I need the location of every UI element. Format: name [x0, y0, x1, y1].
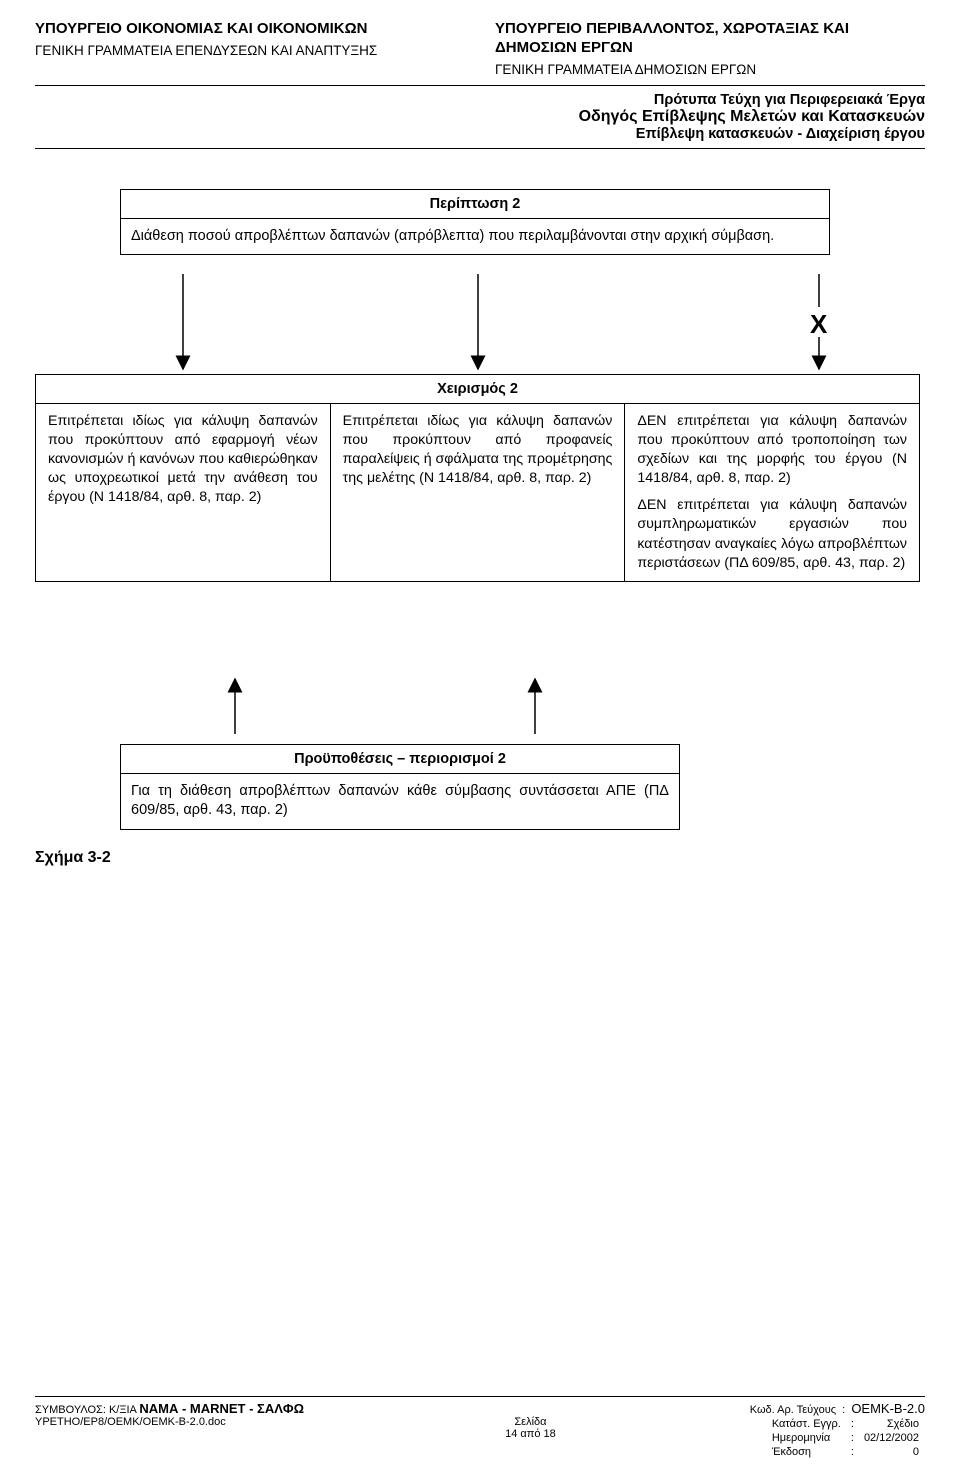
page-number: Σελίδα 14 από 18 — [295, 1416, 766, 1460]
page-footer: ΣΥΜΒΟΥΛΟΣ: Κ/ΞΙΑ ΝΑΜΑ - ΜΑRNET - ΣΑΛΦΩ Κ… — [35, 1396, 925, 1460]
conditions-body: Για τη διάθεση απροβλέπτων δαπανών κάθε … — [121, 774, 679, 829]
page-header: ΥΠΟΥΡΓΕΙΟ ΟΙΚΟΝΟΜΙΑΣ ΚΑΙ ΟΙΚΟΝΟΜΙΚΩΝ ΓΕΝ… — [35, 20, 925, 86]
case-body: Διάθεση ποσού απροβλέπτων δαπανών (απρόβ… — [121, 219, 829, 255]
header-left: ΥΠΟΥΡΓΕΙΟ ΟΙΚΟΝΟΜΙΑΣ ΚΑΙ ΟΙΚΟΝΟΜΙΚΩΝ ΓΕΝ… — [35, 20, 465, 77]
doc-meta-block: Κατάστ. Εγγρ. : Σχέδιο Ημερομηνία : 02/1… — [766, 1416, 925, 1460]
date-value: 02/12/2002 — [860, 1432, 923, 1444]
handling-col2: Επιτρέπεται ιδίως για κάλυψη δαπανών που… — [330, 404, 626, 581]
edition-value: 0 — [860, 1446, 923, 1458]
doc-path: YPΕΤΗΟ/ΕΡ8/ΟΕΜΚ/ΟΕΜΚ-Β-2.0.doc — [35, 1416, 295, 1460]
ministry-right: ΥΠΟΥΡΓΕΙΟ ΠΕΡΙΒΑΛΛΟΝΤΟΣ, ΧΩΡΟΤΑΞΙΑΣ ΚΑΙ … — [495, 20, 925, 58]
consultant-label: ΣΥΜΒΟΥΛΟΣ: Κ/ΞΙΑ — [35, 1404, 136, 1416]
date-label: Ημερομηνία — [768, 1432, 845, 1444]
x-mark-icon: X — [810, 309, 827, 340]
handling-box: Χειρισμός 2 Επιτρέπεται ιδίως για κάλυψη… — [35, 374, 920, 582]
dept-left: ΓΕΝΙΚΗ ΓΡΑΜΜΑΤΕΙΑ ΕΠΕΝΔΥΣΕΩΝ ΚΑΙ ΑΝΑΠΤΥΞ… — [35, 43, 465, 58]
page-label: Σελίδα — [295, 1416, 766, 1428]
ministry-left: ΥΠΟΥΡΓΕΙΟ ΟΙΚΟΝΟΜΙΑΣ ΚΑΙ ΟΙΚΟΝΟΜΙΚΩΝ — [35, 20, 465, 39]
subheader-line1: Πρότυπα Τεύχη για Περιφερειακά Έργα — [35, 92, 925, 108]
subheader: Πρότυπα Τεύχη για Περιφερειακά Έργα Οδηγ… — [35, 92, 925, 149]
subheader-line3: Επίβλεψη κατασκευών - Διαχείριση έργου — [35, 126, 925, 142]
header-right: ΥΠΟΥΡΓΕΙΟ ΠΕΡΙΒΑΛΛΟΝΤΟΣ, ΧΩΡΟΤΑΞΙΑΣ ΚΑΙ … — [495, 20, 925, 77]
conditions-box: Προϋποθέσεις – περιορισμοί 2 Για τη διάθ… — [120, 744, 680, 830]
code-value: ΟΕΜΚ-Β-2.0 — [851, 1401, 925, 1416]
flow-diagram: Περίπτωση 2 Διάθεση ποσού απροβλέπτων δα… — [35, 189, 925, 989]
subheader-line2: Οδηγός Επίβλεψης Μελετών και Κατασκευών — [35, 108, 925, 126]
consultant-name: ΝΑΜΑ - ΜΑRNET - ΣΑΛΦΩ — [139, 1401, 304, 1416]
doc-code: Κωδ. Αρ. Τεύχους : ΟΕΜΚ-Β-2.0 — [750, 1401, 925, 1416]
handling-col3b: ΔΕΝ επιτρέπεται για κάλυψη δαπανών συμπλ… — [637, 496, 907, 573]
handling-col3: ΔΕΝ επιτρέπεται για κάλυψη δαπανών που π… — [625, 404, 919, 581]
handling-col3a: ΔΕΝ επιτρέπεται για κάλυψη δαπανών που π… — [637, 412, 907, 489]
edition-label: Έκδοση — [768, 1446, 845, 1458]
case-title: Περίπτωση 2 — [121, 190, 829, 219]
conditions-title: Προϋποθέσεις – περιορισμοί 2 — [121, 745, 679, 774]
dept-right: ΓΕΝΙΚΗ ΓΡΑΜΜΑΤΕΙΑ ΔΗΜΟΣΙΩΝ ΕΡΓΩΝ — [495, 62, 925, 77]
status-label: Κατάστ. Εγγρ. — [768, 1418, 845, 1430]
status-value: Σχέδιο — [860, 1418, 923, 1430]
consultant-line: ΣΥΜΒΟΥΛΟΣ: Κ/ΞΙΑ ΝΑΜΑ - ΜΑRNET - ΣΑΛΦΩ — [35, 1401, 304, 1416]
code-label: Κωδ. Αρ. Τεύχους — [750, 1404, 836, 1416]
page-value: 14 από 18 — [295, 1428, 766, 1440]
case-box: Περίπτωση 2 Διάθεση ποσού απροβλέπτων δα… — [120, 189, 830, 256]
figure-label: Σχήμα 3-2 — [35, 849, 111, 867]
handling-title: Χειρισμός 2 — [36, 375, 919, 404]
handling-col1: Επιτρέπεται ιδίως για κάλυψη δαπανών που… — [36, 404, 330, 581]
